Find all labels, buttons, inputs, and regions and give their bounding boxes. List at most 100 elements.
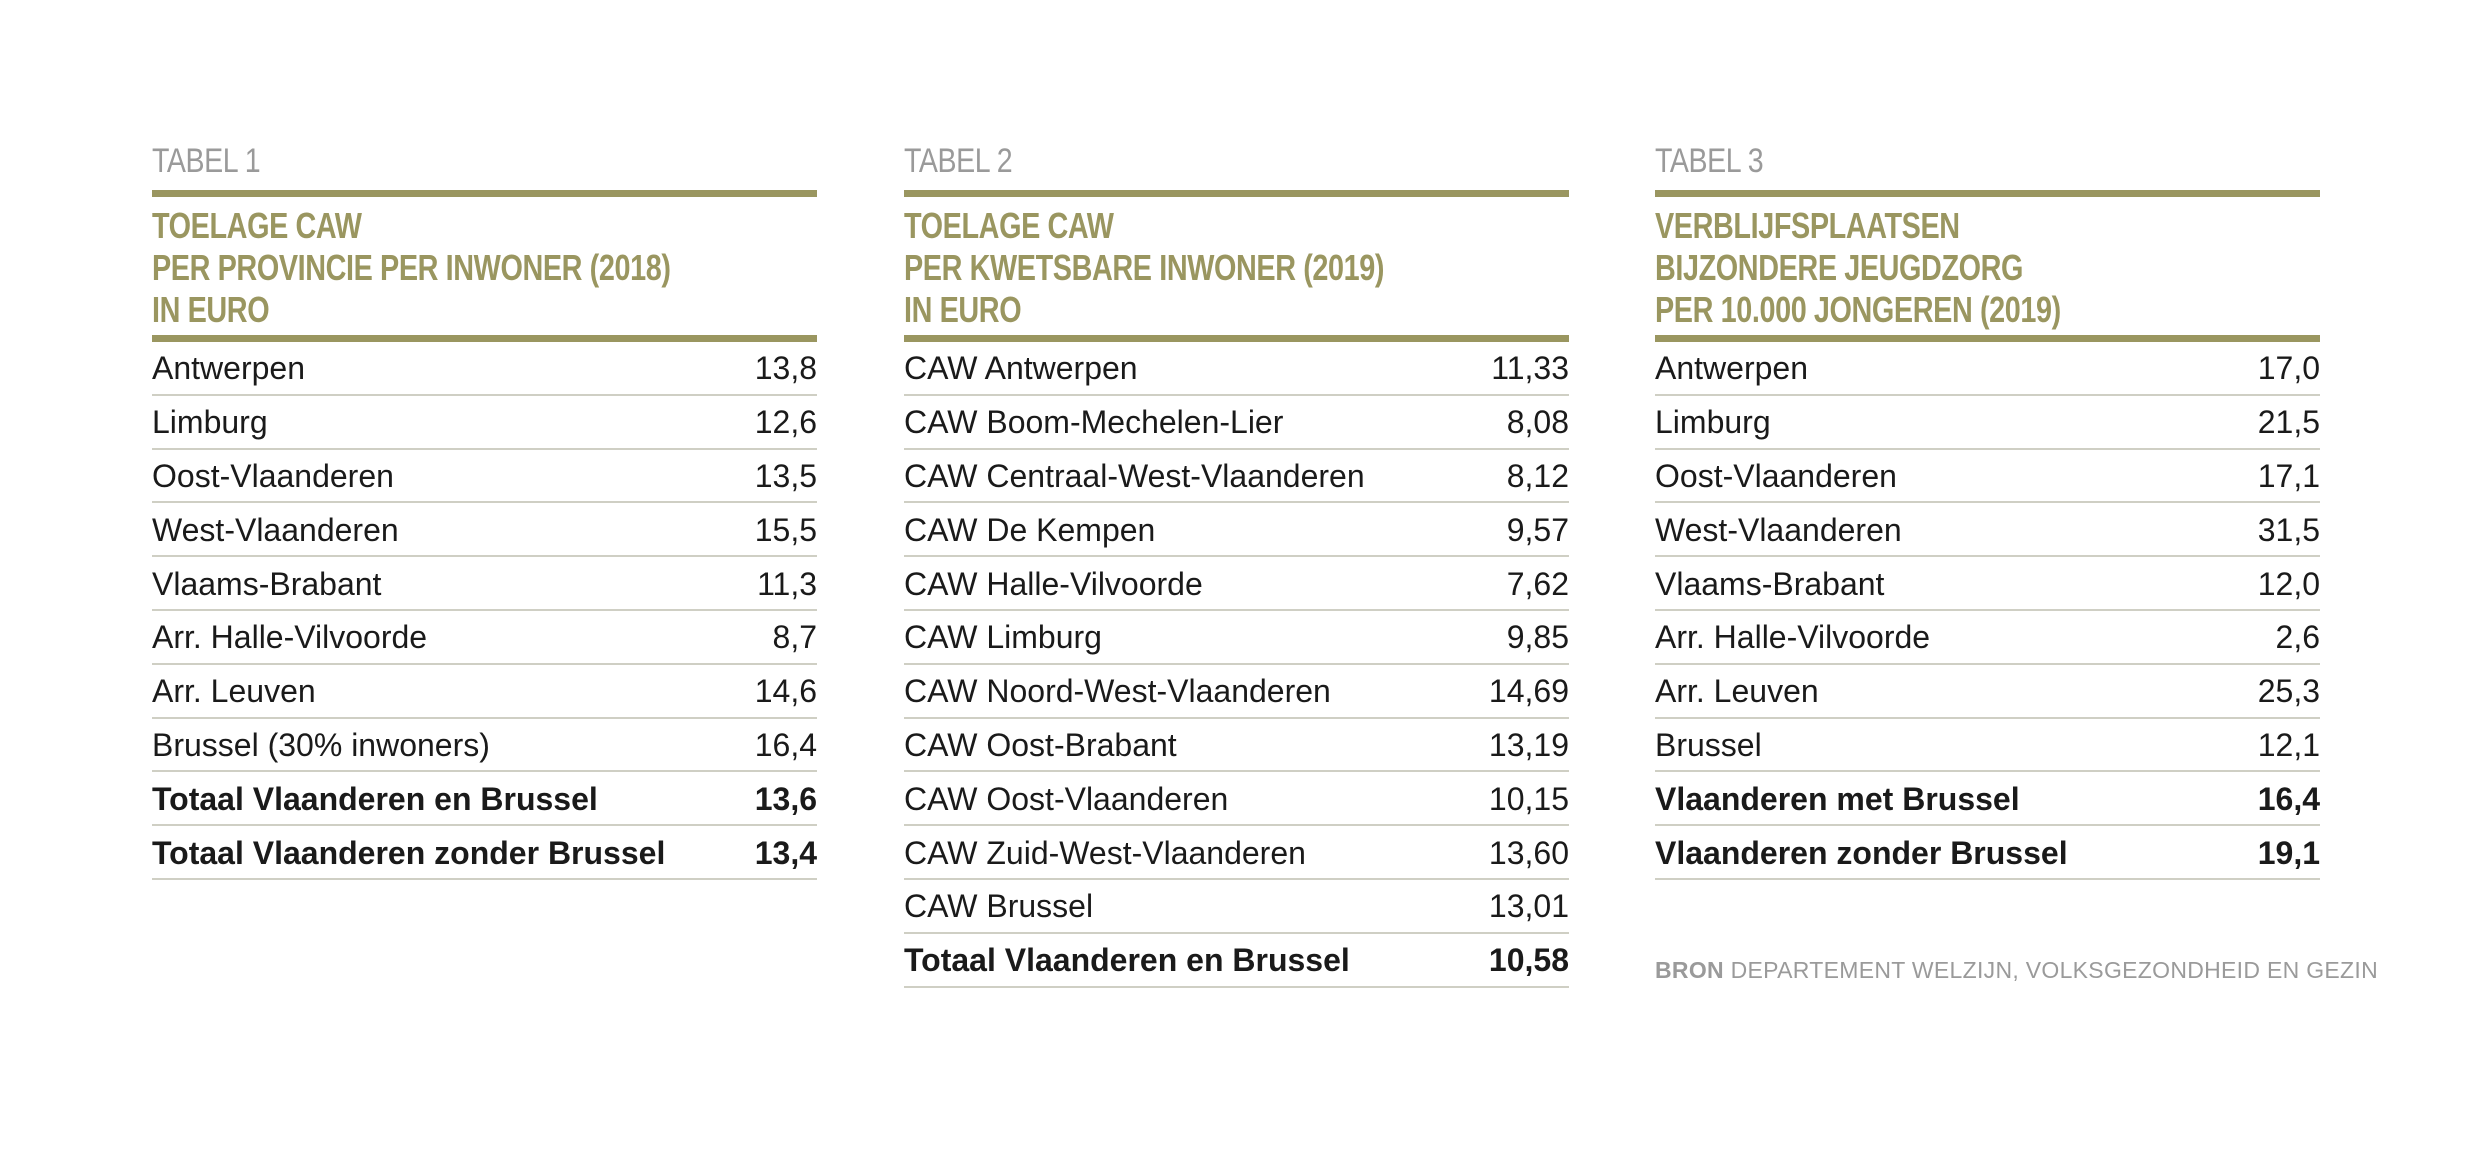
- row-value: 2,6: [2275, 619, 2320, 656]
- row-value: 9,85: [1506, 619, 1569, 656]
- row-name: Vlaanderen zonder Brussel: [1655, 834, 2068, 871]
- source-label: BRON: [1655, 957, 1724, 983]
- table-rows: Antwerpen 17,0 Limburg 21,5 Oost-Vlaanderen 1…: [1655, 342, 2320, 880]
- row-name: Totaal Vlaanderen zonder Brussel: [152, 834, 666, 871]
- source-text: DEPARTEMENT WELZIJN, VOLKSGEZONDHEID EN …: [1730, 957, 2378, 983]
- table-row: Vlaams-Brabant 11,3: [152, 557, 817, 611]
- header-rule: [904, 335, 1569, 342]
- row-name: CAW Halle-Vilvoorde: [904, 565, 1203, 602]
- row-value: 16,4: [2257, 780, 2320, 817]
- table-row: CAW Brussel 13,01: [904, 880, 1569, 934]
- row-name: West-Vlaanderen: [1655, 511, 1902, 548]
- row-value: 14,69: [1488, 673, 1569, 710]
- row-value: 31,5: [2257, 511, 2320, 548]
- row-name: Brussel (30% inwoners): [152, 726, 490, 763]
- row-value: 21,5: [2257, 404, 2320, 441]
- row-name: Arr. Leuven: [1655, 673, 1819, 710]
- table-row: Arr. Leuven 14,6: [152, 665, 817, 719]
- title-rule: [1655, 190, 2320, 197]
- table-row: CAW Limburg 9,85: [904, 611, 1569, 665]
- table-total-row: Vlaanderen zonder Brussel 19,1: [1655, 826, 2320, 880]
- table-total-row: Totaal Vlaanderen en Brussel 13,6: [152, 772, 817, 827]
- table-title-line: BIJZONDERE JEUGDZORG: [1655, 247, 2024, 288]
- table-row: Antwerpen 17,0: [1655, 342, 2320, 396]
- row-name: Arr. Halle-Vilvoorde: [152, 619, 428, 656]
- row-value: 9,57: [1506, 511, 1569, 548]
- table-title-line: PER 10.000 JONGEREN (2019): [1655, 289, 2061, 330]
- row-value: 12,1: [2257, 726, 2320, 763]
- table-title: TOELAGE CAW PER PROVINCIE PER INWONER (2…: [152, 205, 817, 333]
- table-title: VERBLIJFSPLAATSEN BIJZONDERE JEUGDZORG P…: [1655, 205, 2320, 333]
- table-row: CAW Zuid-West-Vlaanderen 13,60: [904, 826, 1569, 880]
- row-name: Limburg: [1655, 404, 1771, 441]
- table-row: West-Vlaanderen 15,5: [152, 503, 817, 558]
- row-name: CAW Antwerpen: [904, 350, 1138, 387]
- table-title-line: TOELAGE CAW: [152, 205, 362, 246]
- table-total-row: Totaal Vlaanderen en Brussel 10,58: [904, 934, 1569, 988]
- table-title-line: PER PROVINCIE PER INWONER (2018): [152, 247, 671, 288]
- row-name: Vlaams-Brabant: [1655, 565, 1885, 602]
- table-title-line: IN EURO: [904, 289, 1022, 330]
- table-row: Arr. Leuven 25,3: [1655, 665, 2320, 719]
- row-value: 14,6: [754, 673, 817, 710]
- table-3: TABEL 3 VERBLIJFSPLAATSEN BIJZONDERE JEU…: [1655, 140, 2320, 880]
- row-name: CAW Noord-West-Vlaanderen: [904, 673, 1331, 710]
- table-row: Oost-Vlaanderen 17,1: [1655, 450, 2320, 504]
- row-value: 13,5: [754, 457, 817, 494]
- row-name: Vlaams-Brabant: [152, 565, 382, 602]
- row-name: Brussel: [1655, 726, 1762, 763]
- row-name: Oost-Vlaanderen: [1655, 457, 1897, 494]
- table-row: Limburg 12,6: [152, 396, 817, 450]
- table-row: CAW Oost-Vlaanderen 10,15: [904, 772, 1569, 827]
- row-name: CAW Zuid-West-Vlaanderen: [904, 834, 1306, 871]
- row-value: 19,1: [2257, 834, 2320, 871]
- table-label: TABEL 1: [152, 142, 261, 180]
- table-label: TABEL 3: [1655, 142, 1764, 180]
- table-1: TABEL 1 TOELAGE CAW PER PROVINCIE PER IN…: [152, 140, 817, 880]
- table-row: Brussel 12,1: [1655, 719, 2320, 773]
- table-row: Antwerpen 13,8: [152, 342, 817, 396]
- table-row: Brussel (30% inwoners) 16,4: [152, 719, 817, 773]
- header-rule: [152, 335, 817, 342]
- table-title: TOELAGE CAW PER KWETSBARE INWONER (2019)…: [904, 205, 1569, 333]
- row-value: 13,8: [754, 350, 817, 387]
- table-rows: CAW Antwerpen 11,33 CAW Boom-Mechelen-Lier…: [904, 342, 1569, 988]
- table-row: CAW Noord-West-Vlaanderen 14,69: [904, 665, 1569, 719]
- table-row: Oost-Vlaanderen 13,5: [152, 450, 817, 504]
- row-value: 8,08: [1506, 404, 1569, 441]
- table-2: TABEL 2 TOELAGE CAW PER KWETSBARE INWONE…: [904, 140, 1569, 988]
- row-value: 25,3: [2257, 673, 2320, 710]
- table-total-row: Totaal Vlaanderen zonder Brussel 13,4: [152, 826, 817, 880]
- row-value: 15,5: [754, 511, 817, 548]
- row-value: 17,0: [2257, 350, 2320, 387]
- row-value: 13,6: [754, 780, 817, 817]
- row-name: Arr. Halle-Vilvoorde: [1655, 619, 1931, 656]
- table-row: Limburg 21,5: [1655, 396, 2320, 450]
- row-name: Oost-Vlaanderen: [152, 457, 394, 494]
- table-rows: Antwerpen 13,8 Limburg 12,6 Oost-Vlaanderen 1…: [152, 342, 817, 880]
- row-name: Limburg: [152, 404, 268, 441]
- table-row: CAW Centraal-West-Vlaanderen 8,12: [904, 450, 1569, 504]
- row-name: Totaal Vlaanderen en Brussel: [904, 942, 1350, 979]
- row-value: 7,62: [1506, 565, 1569, 602]
- table-row: Arr. Halle-Vilvoorde 2,6: [1655, 611, 2320, 665]
- row-value: 10,58: [1488, 942, 1569, 979]
- table-row: CAW Antwerpen 11,33: [904, 342, 1569, 396]
- row-value: 12,0: [2257, 565, 2320, 602]
- table-title-line: VERBLIJFSPLAATSEN: [1655, 205, 1960, 246]
- row-name: Arr. Leuven: [152, 673, 316, 710]
- row-value: 16,4: [754, 726, 817, 763]
- title-rule: [904, 190, 1569, 197]
- row-value: 13,01: [1488, 888, 1569, 925]
- title-rule: [152, 190, 817, 197]
- table-row: CAW Boom-Mechelen-Lier 8,08: [904, 396, 1569, 450]
- row-name: Vlaanderen met Brussel: [1655, 780, 2020, 817]
- row-name: CAW Centraal-West-Vlaanderen: [904, 457, 1365, 494]
- row-name: CAW Oost-Brabant: [904, 726, 1177, 763]
- table-row: Arr. Halle-Vilvoorde 8,7: [152, 611, 817, 665]
- table-total-row: Vlaanderen met Brussel 16,4: [1655, 772, 2320, 827]
- table-row: CAW De Kempen 9,57: [904, 503, 1569, 558]
- table-title-line: PER KWETSBARE INWONER (2019): [904, 247, 1385, 288]
- row-value: 17,1: [2257, 457, 2320, 494]
- row-name: Totaal Vlaanderen en Brussel: [152, 780, 598, 817]
